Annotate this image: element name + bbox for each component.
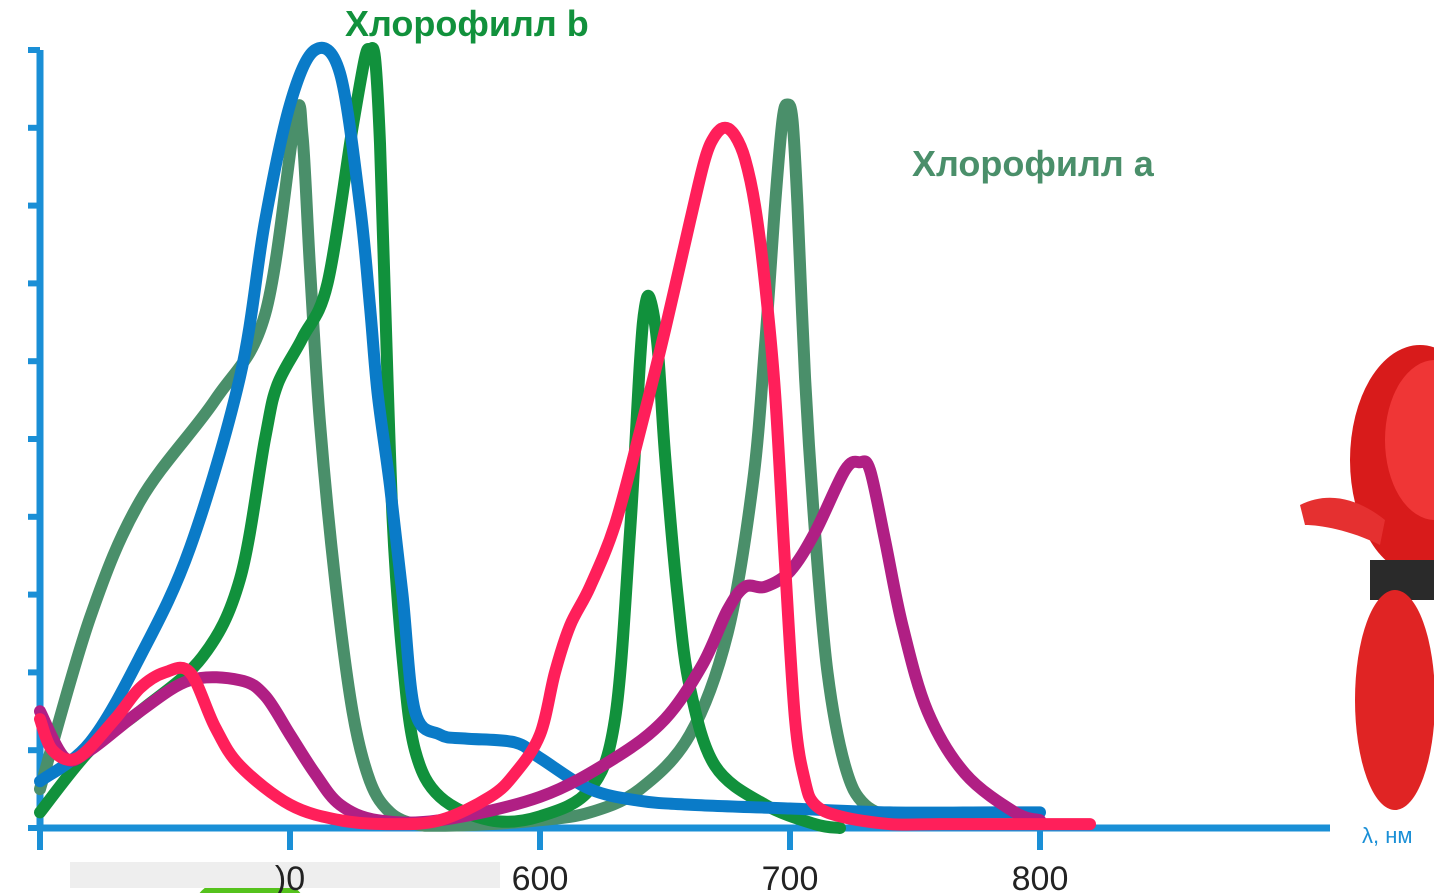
series-line-1: [34, 98, 946, 832]
decorative-figure: [1300, 345, 1434, 810]
series-line-5: [34, 121, 1096, 831]
decorative-faded-text: [70, 862, 500, 888]
x-tick-label: 700: [762, 860, 819, 893]
x-tick-label: 600: [512, 860, 569, 893]
x-axis-label: λ, нм: [1362, 823, 1413, 848]
series-line-2: [34, 42, 846, 834]
x-tick-label: )0: [275, 860, 305, 893]
series-line-4: [34, 455, 1046, 829]
annotation-chlorophyll-a: Хлорофилл a: [912, 143, 1155, 184]
chart-axes: [28, 47, 1330, 850]
x-tick-label: 800: [1012, 860, 1069, 893]
chart-series-group: [34, 41, 1096, 834]
series-line-3: [34, 41, 1046, 819]
x-tick-labels: )0 600 700 800: [275, 860, 1068, 893]
annotation-chlorophyll-b: Хлорофилл b: [345, 3, 589, 44]
